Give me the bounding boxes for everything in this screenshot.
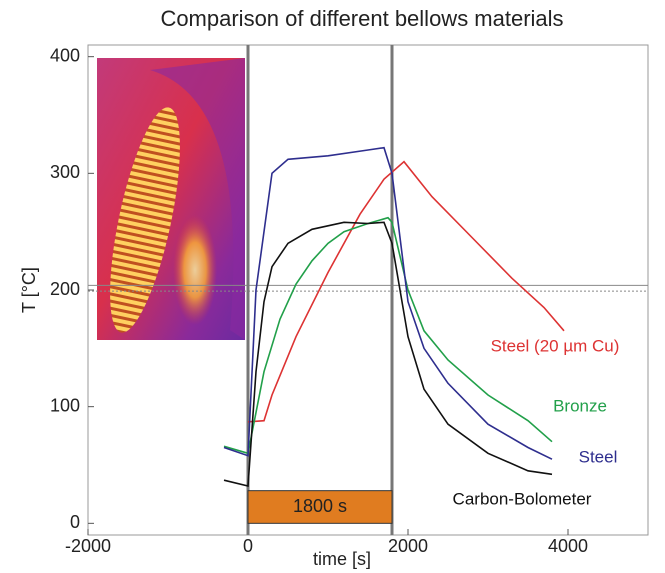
y-tick-label: 100 [50,395,80,415]
y-tick-label: 200 [50,279,80,299]
span-label: 1800 s [293,496,347,516]
x-tick-label: -2000 [65,536,111,556]
x-tick-label: 2000 [388,536,428,556]
series-label: Carbon-Bolometer [453,489,592,508]
chart-title: Comparison of different bellows material… [160,6,563,31]
y-tick-label: 400 [50,45,80,65]
inset-shade [150,58,245,340]
series-line [223,146,553,460]
x-tick-label: 4000 [548,536,588,556]
thermal-inset [97,58,245,340]
series-label: Steel [579,447,618,466]
plot-layer: 0 100 200 300 400 -2000 0 2000 4000 1800 s Steel (… [50,45,648,556]
x-axis-label: time [s] [313,549,371,569]
series-label: Steel (20 µm Cu) [491,336,620,355]
inset-bellows [110,107,180,333]
series-line [223,221,553,487]
series-label: Bronze [553,396,607,415]
x-tick-label: 0 [243,536,253,556]
y-axis-label: T [°C] [19,267,39,313]
y-tick-label: 0 [70,512,80,532]
y-tick-label: 300 [50,162,80,182]
series-line [247,160,565,423]
heating-span [247,490,393,524]
inset-glow [173,215,217,325]
